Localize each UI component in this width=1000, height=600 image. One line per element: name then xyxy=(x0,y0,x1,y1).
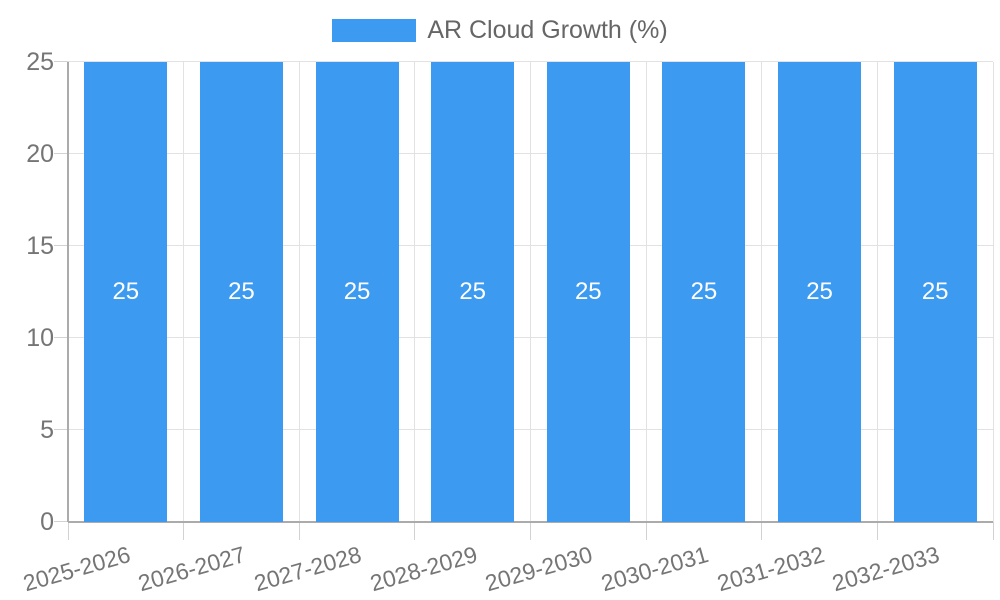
x-axis-tick xyxy=(298,522,300,540)
x-gridline xyxy=(992,62,994,522)
y-axis-tick-label: 0 xyxy=(40,508,54,536)
y-axis-tick-label: 5 xyxy=(40,416,54,444)
y-axis-tick-label: 25 xyxy=(26,48,54,76)
bar[interactable] xyxy=(315,62,399,522)
x-axis-tick xyxy=(645,522,647,540)
bar[interactable] xyxy=(431,62,515,522)
chart-legend[interactable]: AR Cloud Growth (%) xyxy=(0,17,1000,43)
x-axis-tick-label: 2027-2028 xyxy=(251,541,365,597)
x-gridline xyxy=(414,62,416,522)
x-axis-tick-label: 2030-2031 xyxy=(598,541,712,597)
x-gridline xyxy=(876,62,878,522)
bar-value-label: 25 xyxy=(921,278,949,305)
x-gridline xyxy=(298,62,300,522)
x-axis-tick xyxy=(530,522,531,540)
x-gridline xyxy=(183,62,185,522)
x-axis-tick-label: 2029-2030 xyxy=(482,541,596,597)
bar-value-label: 25 xyxy=(574,278,602,305)
x-axis-tick-label: 2028-2029 xyxy=(366,541,480,597)
bar-value-label: 25 xyxy=(806,278,833,305)
y-gridline xyxy=(68,61,993,62)
bar-value-label: 25 xyxy=(228,278,255,305)
x-gridline xyxy=(645,62,647,522)
bar[interactable] xyxy=(546,62,630,522)
x-axis-tick-label: 2025-2026 xyxy=(20,541,133,597)
bar-value-label: 25 xyxy=(112,278,140,305)
x-axis-tick xyxy=(67,522,69,540)
x-gridline xyxy=(761,62,763,522)
legend-swatch xyxy=(332,18,417,42)
bar-value-label: 25 xyxy=(343,278,371,305)
x-axis-tick xyxy=(414,522,416,540)
y-axis-tick xyxy=(54,429,68,430)
x-axis-tick-label: 2026-2027 xyxy=(135,541,249,597)
x-axis-line xyxy=(68,521,993,523)
bar-value-label: 25 xyxy=(690,278,718,305)
bar[interactable] xyxy=(662,62,746,522)
legend-label: AR Cloud Growth (%) xyxy=(427,16,668,44)
y-axis-tick-label: 10 xyxy=(26,324,54,352)
x-axis-tick-label: 2032-2033 xyxy=(829,541,943,597)
bar[interactable] xyxy=(893,62,977,522)
y-axis-tick-label: 20 xyxy=(26,140,54,168)
y-axis-tick xyxy=(54,337,68,338)
x-gridline xyxy=(530,62,531,522)
y-axis-tick xyxy=(54,153,68,154)
x-axis-tick xyxy=(992,522,994,540)
bar[interactable] xyxy=(778,62,862,522)
x-axis-tick xyxy=(876,522,878,540)
y-axis-line xyxy=(67,62,69,522)
y-axis-tick xyxy=(54,245,68,246)
y-axis-tick xyxy=(54,521,68,522)
bar-value-label: 25 xyxy=(459,278,487,305)
y-axis-tick xyxy=(54,61,68,62)
x-axis-tick xyxy=(761,522,763,540)
bar[interactable] xyxy=(199,62,283,522)
x-axis-tick-label: 2031-2032 xyxy=(713,541,827,597)
bar[interactable] xyxy=(84,62,168,522)
y-axis-tick-label: 15 xyxy=(26,232,54,260)
x-axis-tick xyxy=(183,522,185,540)
